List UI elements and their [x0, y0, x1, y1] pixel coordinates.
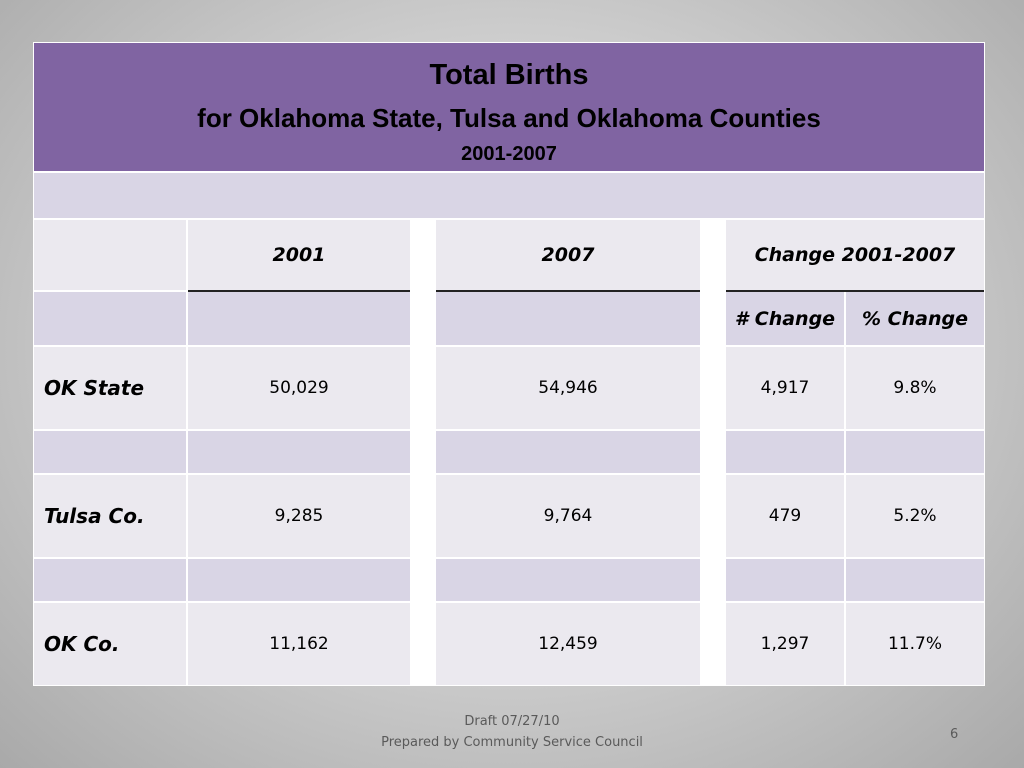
tulsa-co-num-change: 479	[726, 475, 844, 557]
row-label-ok-state: OK State	[34, 347, 186, 429]
row-label-tulsa-co: Tulsa Co.	[34, 475, 186, 557]
header-underline-2007	[436, 290, 700, 292]
tulsa-co-2001: 9,285	[188, 475, 410, 557]
header-underline-2001	[188, 290, 410, 292]
ok-state-2007: 54,946	[436, 347, 700, 429]
ok-state-num-change: 4,917	[726, 347, 844, 429]
spacer-cell	[436, 559, 700, 601]
births-table: Total Births for Oklahoma State, Tulsa a…	[33, 42, 985, 686]
spacer-cell	[188, 559, 410, 601]
row-label-ok-co: OK Co.	[34, 603, 186, 685]
ok-co-2007: 12,459	[436, 603, 700, 685]
header-underline-change	[726, 290, 984, 292]
subheader-blank-2007	[436, 292, 700, 345]
spacer-cell	[846, 431, 984, 473]
title-band: Total Births for Oklahoma State, Tulsa a…	[34, 43, 984, 171]
ok-co-pct-change: 11.7%	[846, 603, 984, 685]
subheader-blank-cell	[34, 292, 186, 345]
page-number: 6	[950, 727, 959, 742]
header-change: Change 2001-2007	[726, 220, 984, 290]
header-blank-cell	[34, 220, 186, 290]
subheader-pct-change: % Change	[846, 292, 984, 345]
tulsa-co-2007: 9,764	[436, 475, 700, 557]
spacer-cell	[846, 559, 984, 601]
spacer-cell	[34, 431, 186, 473]
tulsa-co-pct-change: 5.2%	[846, 475, 984, 557]
table-year-range: 2001-2007	[461, 143, 557, 165]
spacer-cell	[34, 559, 186, 601]
spacer-cell	[726, 559, 844, 601]
ok-co-2001: 11,162	[188, 603, 410, 685]
ok-co-num-change: 1,297	[726, 603, 844, 685]
spacer-cell	[726, 431, 844, 473]
footer-prepared-by: Prepared by Community Service Council	[381, 735, 643, 750]
subheader-blank-2001	[188, 292, 410, 345]
header-2007: 2007	[436, 220, 700, 290]
spacer-band	[34, 173, 984, 218]
spacer-cell	[188, 431, 410, 473]
header-2001: 2001	[188, 220, 410, 290]
ok-state-pct-change: 9.8%	[846, 347, 984, 429]
ok-state-2001: 50,029	[188, 347, 410, 429]
spacer-cell	[436, 431, 700, 473]
subheader-num-change: # Change	[726, 292, 844, 345]
table-subtitle: for Oklahoma State, Tulsa and Oklahoma C…	[197, 103, 821, 133]
footer-draft: Draft 07/27/10	[464, 714, 560, 729]
table-title: Total Births	[429, 59, 589, 91]
